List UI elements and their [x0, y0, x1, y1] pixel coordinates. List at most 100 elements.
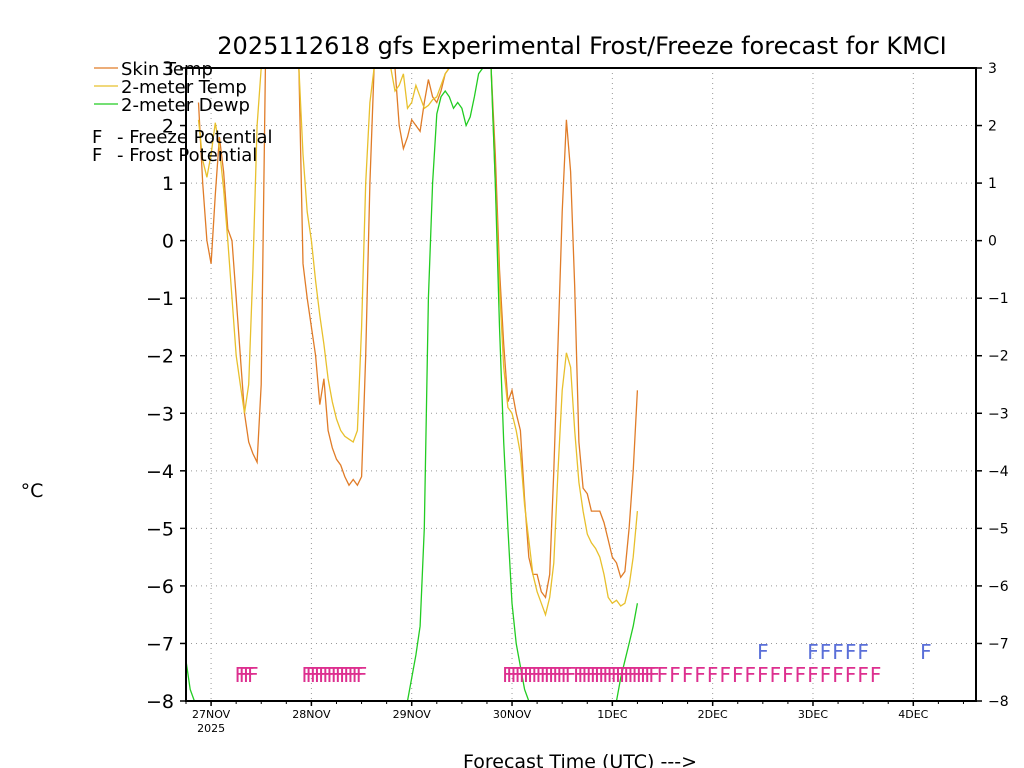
legend-label: - Freeze Potential: [117, 127, 273, 148]
y-tick-label-left: −4: [146, 461, 174, 483]
freeze-marker: F: [318, 663, 330, 687]
y-tick-label-left: 0: [162, 231, 174, 253]
y-tick-label-left: −5: [146, 518, 174, 540]
freeze-marker: F: [515, 663, 527, 687]
frost-marker: F: [845, 640, 857, 664]
freeze-marker: F: [577, 663, 589, 687]
2-meter-dewp-line: [406, 67, 484, 702]
freeze-marker: F: [636, 663, 648, 687]
freeze-marker: F: [615, 663, 627, 687]
x-tick-label: 4DEC: [898, 708, 928, 721]
freeze-marker: F: [757, 663, 769, 687]
grid: [186, 68, 976, 701]
legend-letter: F: [92, 127, 102, 148]
freeze-marker: F: [310, 663, 322, 687]
freeze-marker: F: [565, 663, 577, 687]
x-tick-label: 30NOV: [493, 708, 532, 721]
x-tick-label: 27NOV: [192, 708, 231, 721]
freeze-marker: F: [314, 663, 326, 687]
freeze-marker: F: [301, 663, 313, 687]
freeze-marker: F: [502, 663, 514, 687]
freeze-marker: F: [807, 663, 819, 687]
freeze-marker: F: [782, 663, 794, 687]
x-tick-label: 29NOV: [393, 708, 432, 721]
freeze-marker: F: [732, 663, 744, 687]
freeze-marker: F: [611, 663, 623, 687]
freeze-marker: F: [343, 663, 355, 687]
freeze-marker: F: [527, 663, 539, 687]
freeze-marker: F: [598, 663, 610, 687]
x-tick-label: 2DEC: [698, 708, 728, 721]
y-tick-label-right: 3: [988, 61, 997, 77]
y-tick-label-left: 2: [162, 116, 174, 138]
freeze-marker: F: [745, 663, 757, 687]
y-tick-label-right: −7: [988, 636, 1009, 652]
y-tick-label-right: −4: [988, 464, 1009, 480]
freeze-marker: F: [540, 663, 552, 687]
2-meter-dewp-line: [615, 603, 639, 702]
freeze-marker: F: [556, 663, 568, 687]
legend-label: Skin Temp: [121, 59, 213, 80]
x-axis-label: Forecast Time (UTC) --->: [463, 751, 697, 768]
freeze-marker: F: [586, 663, 598, 687]
freeze-marker: F: [243, 663, 255, 687]
y-tick-label-right: 2: [988, 119, 997, 135]
legend-letter: F: [92, 145, 102, 166]
y-axis-label: °C: [21, 480, 44, 502]
freeze-marker: F: [682, 663, 694, 687]
chart-title: 2025112618 gfs Experimental Frost/Freeze…: [217, 32, 946, 60]
y-tick-label-left: 1: [162, 173, 174, 195]
y-tick-label-left: −2: [146, 346, 174, 368]
y-tick-label-left: 3: [162, 58, 174, 80]
axes: −8 −8 −7 −7 −6 −6 −5 −5 −4 −4 −3 −3 −2 −2 −1 −1 0 0 1 1 2 2 3 3…: [146, 58, 1009, 735]
y-tick-label-left: −3: [146, 403, 174, 425]
freeze-marker: F: [623, 663, 635, 687]
freeze-marker: F: [247, 663, 259, 687]
frost-marker: F: [857, 640, 869, 664]
skin-temp-line: [197, 67, 639, 599]
2-meter-dewp-line: [185, 660, 196, 702]
frost-marker: F: [807, 640, 819, 664]
freeze-marker: F: [820, 663, 832, 687]
freeze-marker: F: [870, 663, 882, 687]
freeze-marker: F: [523, 663, 535, 687]
freeze-marker: F: [322, 663, 334, 687]
freeze-marker: F: [519, 663, 531, 687]
freeze-marker: F: [582, 663, 594, 687]
y-tick-label-left: −1: [146, 288, 174, 310]
legend-label: 2-meter Dewp: [121, 95, 250, 116]
freeze-marker: F: [719, 663, 731, 687]
y-tick-label-right: −1: [988, 291, 1009, 307]
freeze-marker: F: [352, 663, 364, 687]
freeze-marker: F: [795, 663, 807, 687]
freeze-marker: F: [607, 663, 619, 687]
freeze-marker: F: [331, 663, 343, 687]
freeze-marker: F: [339, 663, 351, 687]
freeze-marker: F: [644, 663, 656, 687]
freeze-marker: F: [770, 663, 782, 687]
y-tick-label-right: −2: [988, 349, 1009, 365]
freeze-marker: F: [640, 663, 652, 687]
freeze-marker: F: [531, 663, 543, 687]
freeze-marker: F: [669, 663, 681, 687]
frost-marker: F: [920, 640, 932, 664]
freeze-marker: F: [602, 663, 614, 687]
freeze-marker: F: [657, 663, 669, 687]
freeze-marker: F: [239, 663, 251, 687]
series-layer: [185, 67, 639, 702]
freeze-marker: F: [510, 663, 522, 687]
y-tick-label-right: −6: [988, 579, 1009, 595]
freeze-marker: F: [335, 663, 347, 687]
freeze-marker: F: [707, 663, 719, 687]
freeze-marker: F: [548, 663, 560, 687]
legend-label: 2-meter Temp: [121, 77, 247, 98]
freeze-marker: F: [573, 663, 585, 687]
freeze-marker: F: [235, 663, 247, 687]
freeze-marker: F: [594, 663, 606, 687]
x-tick-label: 28NOV: [292, 708, 331, 721]
freeze-marker: F: [552, 663, 564, 687]
freeze-marker: F: [544, 663, 556, 687]
